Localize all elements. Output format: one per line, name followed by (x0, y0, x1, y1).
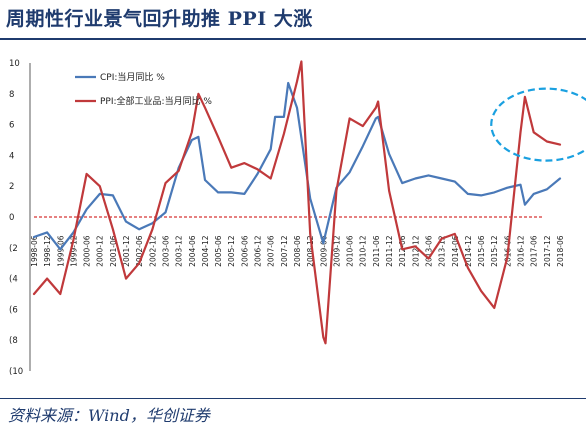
x-tick-label: 2017-12 (543, 235, 552, 267)
x-tick-label: 2005-06 (214, 235, 223, 267)
x-tick-label: 2012-06 (398, 235, 407, 267)
x-tick-label: 1999-12 (69, 235, 78, 267)
y-tick-label: 2 (9, 182, 14, 192)
y-tick-label: 6 (9, 121, 14, 131)
x-tick-label: 1998-12 (43, 235, 52, 267)
y-axis: 10 8 6 4 2 0 (2 (4 (6 (8 (10 (9, 59, 31, 377)
x-tick-label: 2001-06 (109, 235, 118, 267)
chart-series (32, 60, 562, 345)
y-tick-label: 10 (9, 59, 20, 69)
title-divider (0, 38, 586, 40)
x-tick-label: 2017-06 (530, 235, 539, 267)
y-tick-label: (6 (9, 305, 18, 315)
x-tick-label: 2001-12 (122, 235, 131, 267)
x-tick-label: 2003-06 (162, 235, 171, 267)
x-tick-label: 2015-12 (490, 235, 499, 267)
x-tick-label: 2018-06 (556, 235, 565, 267)
highlight-ellipse (490, 87, 586, 162)
x-tick-label: 2004-06 (188, 235, 197, 267)
x-tick-label: 2006-12 (254, 235, 263, 267)
highlight-annotation (490, 87, 586, 162)
x-axis: 1998-06 1998-12 1999-06 1999-12 2000-06 2000-… (30, 235, 565, 267)
y-tick-label: 8 (9, 90, 14, 100)
x-tick-label: 2008-06 (293, 235, 302, 267)
source-divider (0, 398, 586, 399)
x-tick-label: 2016-12 (517, 235, 526, 267)
ppi-series-line (32, 60, 562, 345)
x-tick-label: 2011-06 (372, 235, 381, 267)
x-tick-label: 2010-06 (346, 235, 355, 267)
y-tick-label: (8 (9, 336, 18, 346)
chart-title: 周期性行业景气回升助推 PPI 大涨 (6, 8, 313, 30)
x-tick-label: 1999-06 (56, 235, 65, 267)
x-tick-label: 2002-12 (148, 235, 157, 267)
x-tick-label: 2009-12 (332, 235, 341, 267)
line-chart: 10 8 6 4 2 0 (2 (4 (6 (8 (10 1998-06 1998-12 1999-06… (0, 40, 586, 396)
x-tick-label: 2004-12 (201, 235, 210, 267)
x-tick-label: 2013-06 (425, 235, 434, 267)
y-tick-label: 0 (9, 213, 14, 223)
x-tick-label: 2007-06 (267, 235, 276, 267)
legend-label: CPI:当月同比 % (100, 71, 165, 83)
x-tick-label: 2003-12 (175, 235, 184, 267)
y-tick-label: 4 (9, 151, 14, 161)
source-note: 资料来源：Wind，华创证券 (8, 406, 210, 425)
x-tick-label: 2014-06 (451, 235, 460, 267)
x-tick-label: 2014-12 (464, 235, 473, 267)
legend-label: PPI:全部工业品:当月同比 % (100, 95, 212, 107)
x-tick-label: 2000-06 (83, 235, 92, 267)
x-tick-label: 1998-06 (30, 235, 39, 267)
x-tick-label: 2000-12 (96, 235, 105, 267)
chart-legend: CPI:当月同比 % PPI:全部工业品:当月同比 % (75, 71, 212, 107)
x-tick-label: 2009-06 (319, 235, 328, 267)
x-tick-label: 2012-12 (411, 235, 420, 267)
x-tick-label: 2015-06 (477, 235, 486, 267)
x-tick-label: 2011-12 (385, 235, 394, 267)
x-tick-label: 2006-06 (240, 235, 249, 267)
x-tick-label: 2010-12 (359, 235, 368, 267)
y-tick-label: (10 (9, 367, 23, 377)
x-tick-label: 2002-06 (135, 235, 144, 267)
x-tick-label: 2008-12 (306, 235, 315, 267)
y-tick-label: (2 (9, 244, 18, 254)
x-tick-label: 2007-12 (280, 235, 289, 267)
y-tick-label: (4 (9, 275, 18, 285)
x-tick-label: 2013-12 (438, 235, 447, 267)
x-tick-label: 2005-12 (227, 235, 236, 267)
